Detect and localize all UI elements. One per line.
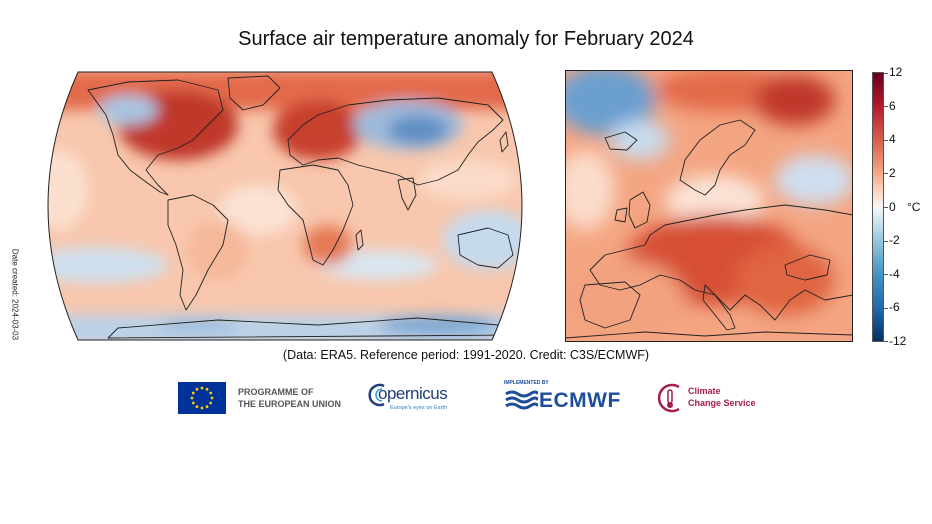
colorbar-tickmark [884, 73, 888, 74]
data-credit-caption: (Data: ERA5. Reference period: 1991-2020… [282, 348, 650, 362]
c3s-line-2: Change Service [688, 398, 756, 408]
colorbar-tick-label: 12 [889, 65, 903, 79]
c3s-line-1: Climate [688, 386, 721, 396]
colorbar-tickmark [884, 140, 888, 141]
copernicus-tagline: Europe's eyes on Earth [390, 405, 448, 411]
eu-line-1: PROGRAMME OF [238, 387, 314, 397]
colorbar-tick-label: 4 [889, 132, 896, 146]
colorbar-tick-label: -12 [889, 334, 907, 348]
europe-anomaly-map [565, 70, 853, 342]
copernicus-logo-text: opernicus [378, 384, 448, 403]
copernicus-c-icon [368, 383, 385, 407]
colorbar-tick-label: 2 [889, 166, 896, 180]
colorbar-tickmark [884, 341, 888, 342]
colorbar-tick-label: -6 [889, 300, 900, 314]
colorbar-tickmark [884, 308, 888, 309]
colorbar-tickmark [884, 241, 888, 242]
eu-programme-text: PROGRAMME OF THE EUROPEAN UNION [238, 386, 341, 410]
ecmwf-wave-icon [505, 390, 538, 410]
colorbar-tickmark [884, 173, 888, 174]
colorbar-tick-label: -2 [889, 233, 900, 247]
map-title: Surface air temperature anomaly for Febr… [238, 28, 694, 50]
eu-line-2: THE EUROPEAN UNION [238, 399, 342, 409]
colorbar-tick-label: 0 [889, 200, 896, 214]
c3s-logo-text: Climate Change Service [688, 385, 756, 409]
colorbar-tickmark [884, 274, 888, 275]
colorbar-unit-label: °C [907, 200, 921, 214]
temperature-colorbar [872, 72, 884, 342]
ecmwf-logo-text: ECMWF [539, 389, 621, 412]
world-anomaly-map [47, 71, 523, 341]
colorbar-tick-label: 6 [889, 99, 896, 113]
eu-flag-logo [178, 382, 226, 414]
colorbar-tickmark [884, 106, 888, 107]
implemented-by-text: IMPLEMENTED BY [504, 380, 549, 386]
colorbar-tickmark [884, 207, 888, 208]
logo-bar: PROGRAMME OF THE EUROPEAN UNION opernicu… [0, 374, 932, 424]
thermometer-icon [657, 383, 680, 413]
colorbar-tick-label: -4 [889, 267, 900, 281]
